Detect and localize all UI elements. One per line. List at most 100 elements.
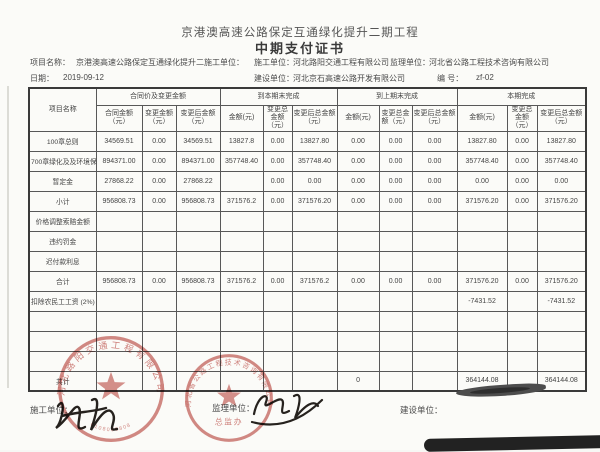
value-cell: [536, 250, 587, 272]
value-cell: 0.00: [506, 130, 538, 152]
value-cell: 0.00: [336, 270, 380, 292]
value-cell: [291, 330, 338, 352]
value-cell: [175, 210, 221, 232]
builder-label: 建设单位：: [254, 74, 294, 83]
value-cell: 0.00: [506, 150, 538, 172]
value-cell: [141, 230, 177, 252]
value-cell: [262, 310, 293, 332]
group-header-to-period-end: 到本期末完成: [219, 87, 338, 106]
value-cell: [141, 210, 177, 232]
date-value: 2019-09-12: [63, 73, 104, 82]
supervisor-company-stamp: 河北省公路工程技术咨询有限公司 总监办: [185, 354, 273, 442]
value-cell: 364144.08: [536, 370, 587, 392]
row-label-cell: [28, 310, 97, 332]
col-header: 金额(元): [456, 104, 508, 132]
scan-edge-artifact: [7, 86, 9, 388]
value-cell: [95, 310, 143, 332]
value-cell: [291, 250, 338, 272]
value-cell: 13827.80: [291, 130, 338, 152]
value-cell: [141, 250, 177, 272]
value-cell: 0.00: [411, 170, 458, 192]
value-cell: 357748.40: [536, 150, 587, 172]
value-cell: 0: [336, 370, 380, 392]
value-cell: 27868.22: [95, 170, 143, 192]
footer-contractor-label: 施工单位：: [30, 405, 73, 415]
project-name-value: 京港澳高速公路保定互通绿化提升二施工单位：: [76, 58, 244, 67]
value-cell: 0.00: [262, 130, 293, 152]
stamp-number-text: 0108000808: [89, 422, 131, 433]
row-label-cell: 700章绿化及及环境保护: [28, 150, 97, 172]
value-cell: 0.00: [378, 190, 413, 212]
value-cell: [506, 210, 538, 232]
value-cell: [219, 290, 264, 312]
value-cell: [378, 330, 413, 352]
value-cell: 956808.73: [175, 190, 221, 212]
stamp-star-icon: [217, 383, 241, 407]
group-header-contract: 合同价及变更金额: [95, 87, 221, 106]
value-cell: 0.00: [411, 190, 458, 212]
value-cell: [219, 330, 264, 352]
value-cell: 13827.8: [219, 130, 264, 152]
value-cell: [456, 210, 508, 232]
value-cell: [456, 330, 508, 352]
value-cell: 0.00: [336, 130, 380, 152]
value-cell: 34569.51: [95, 130, 143, 152]
value-cell: [506, 230, 538, 252]
value-cell: [411, 310, 458, 332]
value-cell: [378, 370, 413, 392]
value-cell: [262, 250, 293, 272]
table-row: 扣除农民工工资 (2%) -7431.52 -7431.52: [28, 290, 587, 312]
value-cell: [95, 250, 143, 272]
project-name-label: 项目名称：: [30, 58, 70, 67]
project-title: 京港澳高速公路保定互通绿化提升二期工程: [181, 27, 419, 39]
value-cell: [456, 250, 508, 272]
value-cell: [411, 250, 458, 272]
col-header: 变更后总金额（元）: [536, 104, 587, 132]
value-cell: [506, 350, 538, 372]
value-cell: [456, 350, 508, 372]
value-cell: 0.00: [378, 270, 413, 292]
row-label-cell: 合计: [28, 270, 97, 292]
value-cell: [175, 330, 221, 352]
value-cell: [262, 210, 293, 232]
value-cell: [175, 290, 221, 312]
value-cell: 0.00: [141, 270, 177, 292]
value-cell: 956808.73: [175, 270, 221, 292]
value-cell: [536, 210, 587, 232]
value-cell: 956808.73: [95, 190, 143, 212]
value-cell: [262, 330, 293, 352]
value-cell: 0.00: [336, 190, 380, 212]
col-header: 变更总金额（元）: [262, 104, 293, 132]
value-cell: [411, 370, 458, 392]
table-row: [28, 310, 587, 332]
value-cell: [336, 330, 380, 352]
table-row: 700章绿化及及环境保护894371.000.00894371.00357748…: [28, 150, 587, 172]
group-header-this-period: 本期完成: [456, 87, 587, 106]
col-header: 变更后金额（元）: [175, 104, 221, 132]
value-cell: [378, 310, 413, 332]
table-row: 合计 956808.73 0.00 956808.73 371576.2 0.00 3715…: [28, 270, 587, 292]
value-cell: [378, 210, 413, 232]
value-cell: 894371.00: [95, 150, 143, 172]
value-cell: [95, 290, 143, 312]
stamp-office-text: 总监办: [215, 417, 243, 427]
value-cell: 0.00: [336, 170, 380, 192]
contractor-value: 河北路阳交通工程有限公司: [293, 58, 389, 67]
value-cell: 34569.51: [175, 130, 221, 152]
col-header: 变更总金额（元）: [506, 104, 538, 132]
svg-text:0108000808: 0108000808: [89, 422, 132, 433]
value-cell: [378, 250, 413, 272]
row-label-cell: 小计: [28, 190, 97, 212]
value-cell: [219, 310, 264, 332]
value-cell: 0.00: [411, 270, 458, 292]
value-cell: 0.00: [378, 150, 413, 172]
value-cell: [536, 230, 587, 252]
value-cell: [411, 350, 458, 372]
value-cell: [378, 290, 413, 312]
value-cell: [219, 230, 264, 252]
value-cell: 0.00: [378, 130, 413, 152]
col-header: 变更金额（元）: [141, 104, 177, 132]
date-label: 日期：: [30, 74, 54, 83]
table-row: 违约罚金: [28, 230, 587, 252]
